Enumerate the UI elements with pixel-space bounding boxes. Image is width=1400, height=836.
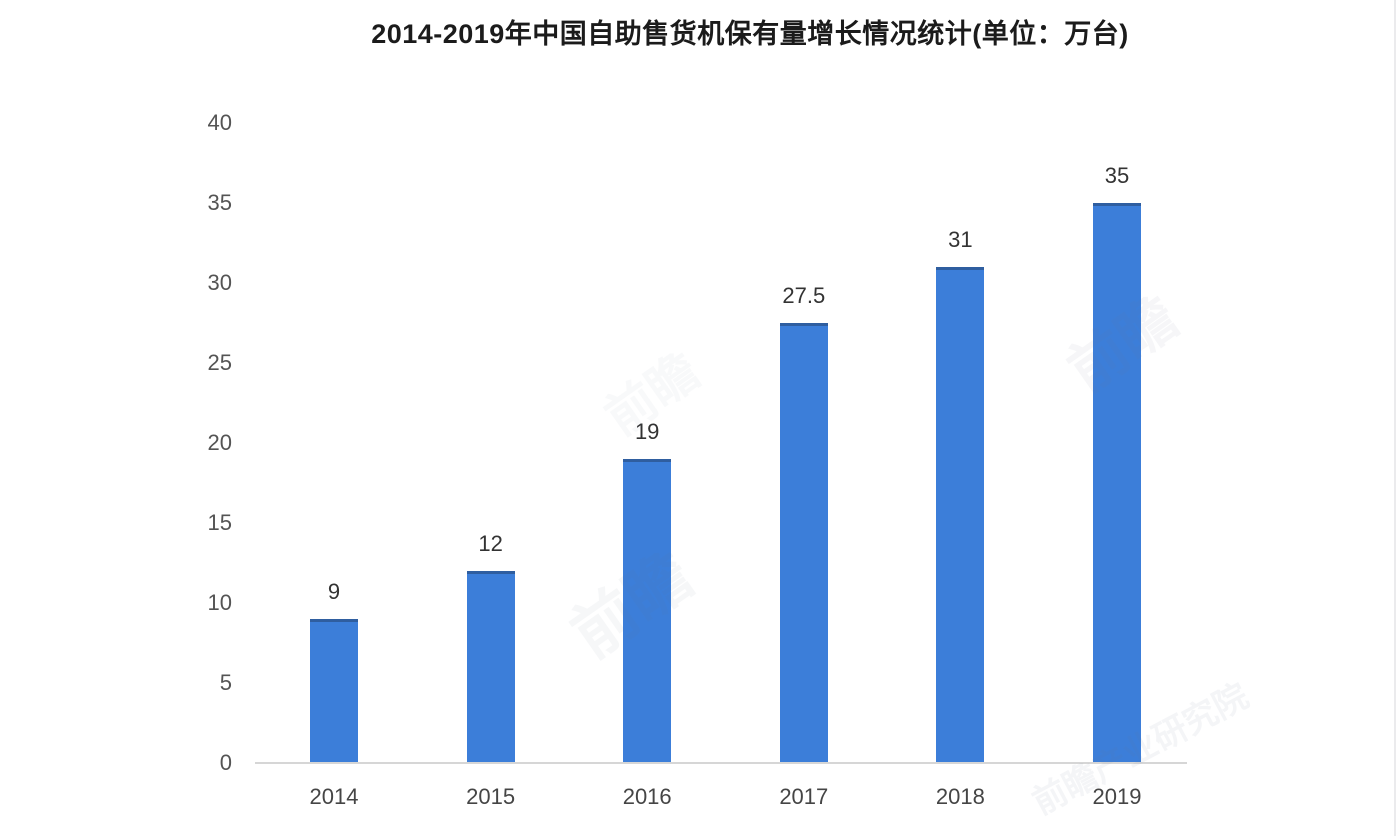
y-tick-label: 0 xyxy=(219,750,232,775)
bar-value-label: 31 xyxy=(948,227,973,252)
chart-title: 2014-2019年中国自助售货机保有量增长情况统计(单位：万台) xyxy=(371,19,1129,49)
y-tick-label: 15 xyxy=(207,510,232,535)
bar-value-label: 12 xyxy=(478,531,503,556)
bar-2015 xyxy=(466,571,515,763)
bar-2019 xyxy=(1093,203,1141,763)
scan-edge-artifact-line xyxy=(1394,0,1396,836)
bar-2014 xyxy=(310,619,358,763)
bar-value-label: 19 xyxy=(634,419,660,444)
bar-value-label: 27.5 xyxy=(782,283,826,308)
bar-2016 xyxy=(623,459,672,763)
x-tick-label: 2017 xyxy=(779,784,829,809)
y-tick-label: 35 xyxy=(207,190,232,215)
x-tick-label: 2016 xyxy=(622,784,672,809)
x-tick-label: 2015 xyxy=(466,784,516,809)
x-tick-label: 2018 xyxy=(935,784,985,809)
y-tick-label: 5 xyxy=(219,670,232,695)
x-axis-line xyxy=(255,762,1187,764)
y-tick-label: 40 xyxy=(207,110,232,135)
bar-2018 xyxy=(936,267,985,763)
y-tick-label: 30 xyxy=(207,270,232,295)
x-tick-label: 2019 xyxy=(1092,784,1142,809)
bar-2017 xyxy=(779,323,828,763)
y-tick-label: 20 xyxy=(207,430,232,455)
x-tick-label: 2014 xyxy=(309,784,359,809)
y-tick-label: 10 xyxy=(207,590,232,615)
bar-value-label: 35 xyxy=(1104,163,1130,188)
y-tick-label: 25 xyxy=(207,350,232,375)
bar-value-label: 9 xyxy=(327,579,341,604)
